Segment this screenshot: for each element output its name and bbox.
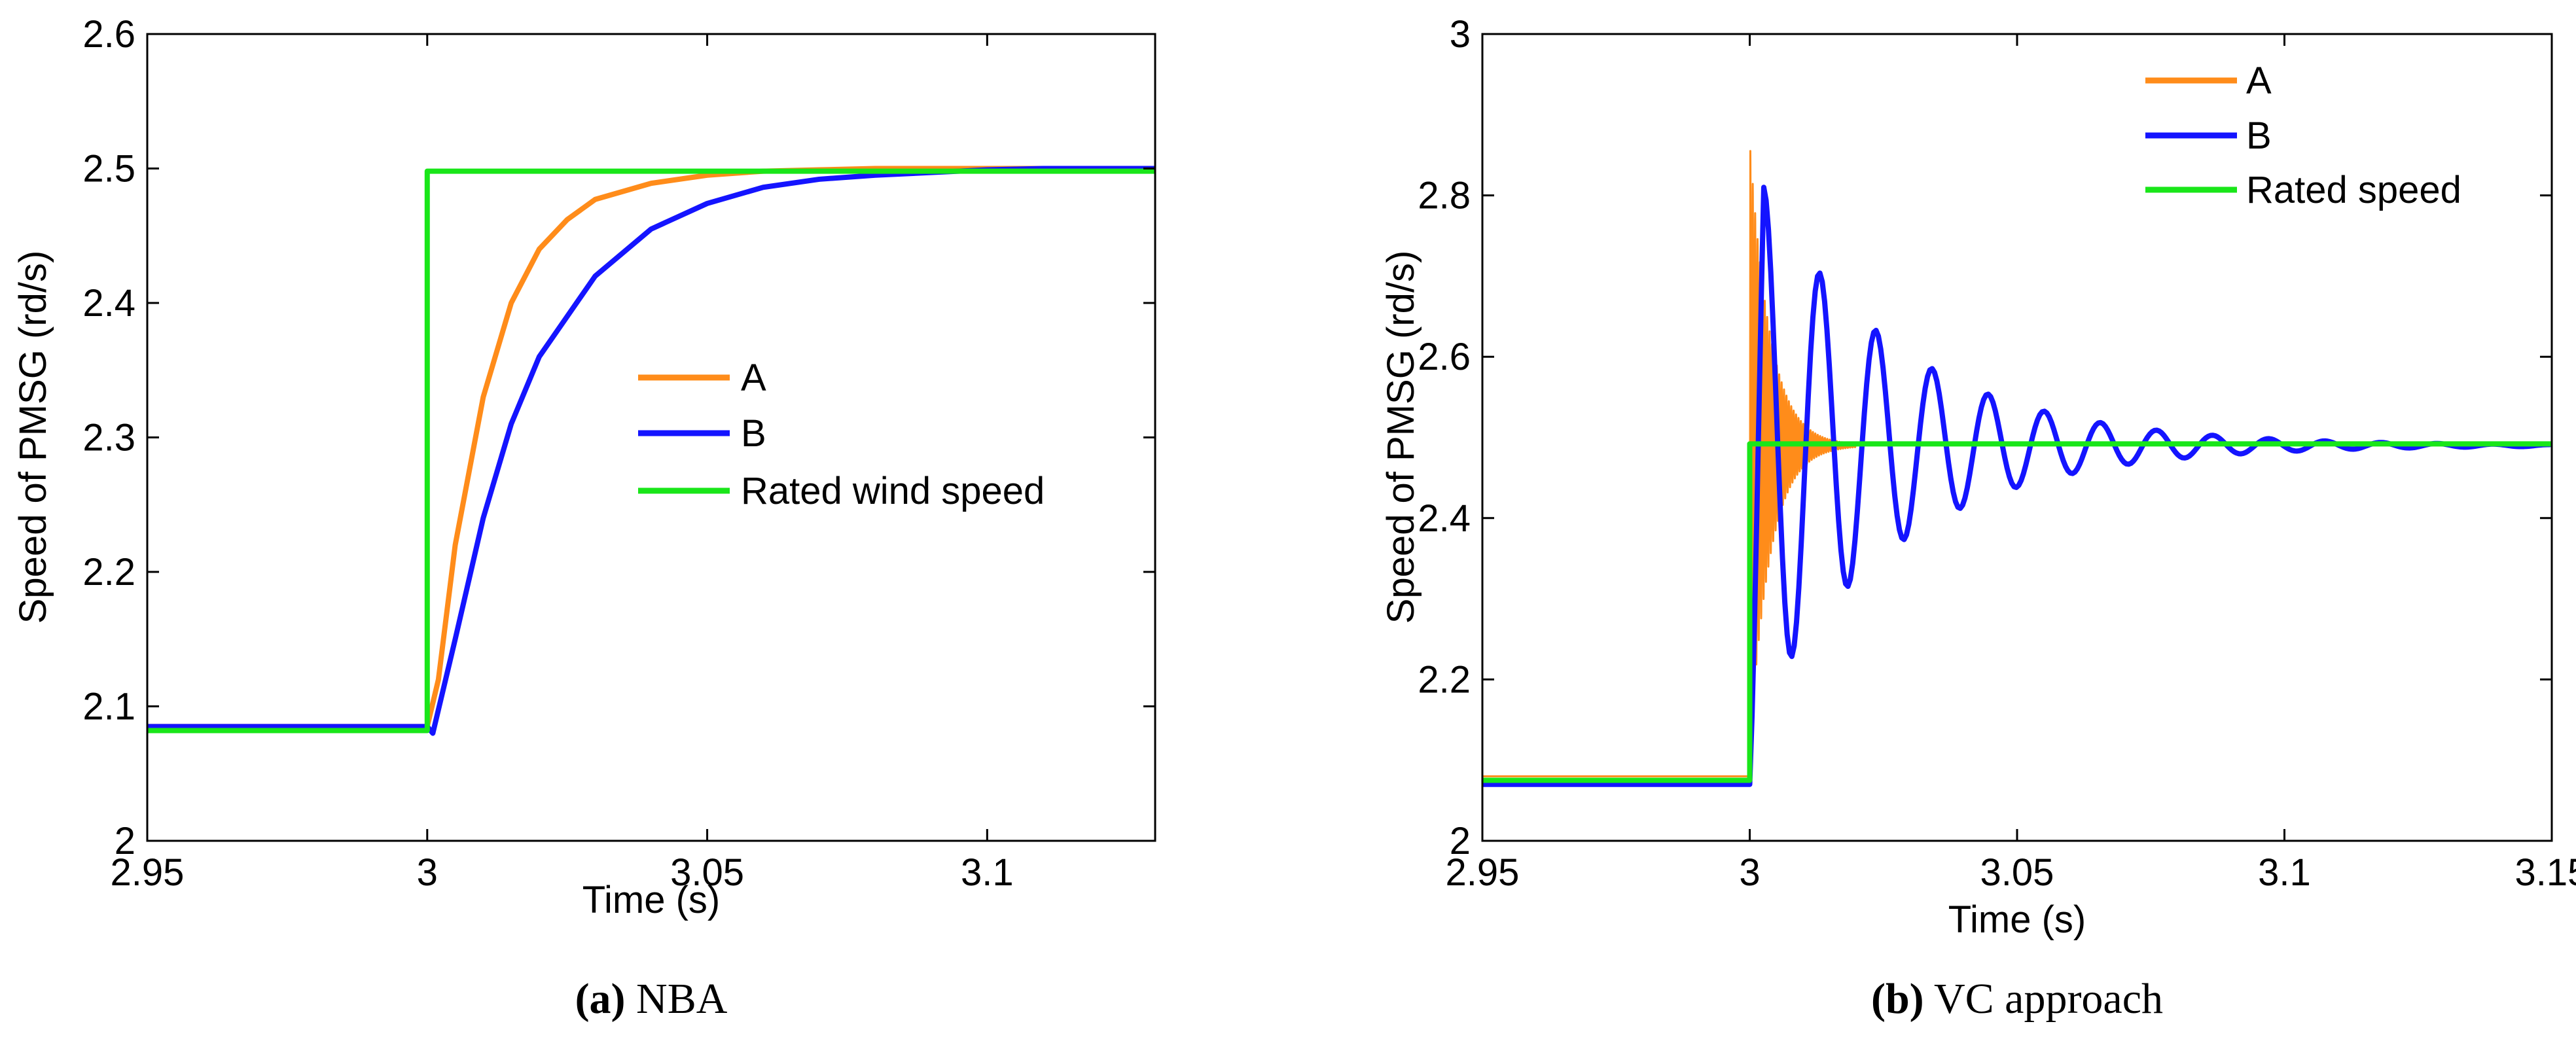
panel-a-ytick-label: 2.4 <box>82 282 135 325</box>
panel-a-legend-label-rated: Rated wind speed <box>741 470 1045 512</box>
panel-a-ytick-label: 2.5 <box>82 148 135 190</box>
panel-a: 2.95 3 3.05 3.1 2 2.1 2.2 2.3 2.4 2.5 2.6 Time (s)… <box>12 13 1156 1023</box>
panel-a-series-line-a <box>147 166 1155 730</box>
panel-a-ytick-label: 2 <box>115 820 135 862</box>
panel-a-caption-label: (a) <box>575 975 626 1023</box>
panel-b-xlabel: Time (s) <box>1948 898 2086 941</box>
panel-a-ytick-label: 2.6 <box>82 13 135 56</box>
panel-b-ytick-label: 2.4 <box>1418 497 1471 540</box>
panel-a-ytick-label: 2.3 <box>82 417 135 459</box>
panel-a-legend: A B Rated wind speed <box>638 357 1045 512</box>
svg-text:(a) NBA: (a) NBA <box>575 975 728 1023</box>
panel-b-ytick-label: 2.2 <box>1418 658 1471 701</box>
panel-a-ytick-label: 2.2 <box>82 551 135 593</box>
panel-b-xtick-label: 3.15 <box>2515 851 2576 894</box>
panel-a-ticks: 2.95 3 3.05 3.1 2 2.1 2.2 2.3 2.4 2.5 2.6 <box>82 13 1155 894</box>
panel-b-caption-label: (b) <box>1871 975 1924 1023</box>
panel-b-ytick-label: 2.6 <box>1418 336 1471 378</box>
panel-b-caption-text: VC approach <box>1934 975 2163 1023</box>
svg-text:(b) VC approach: (b) VC approach <box>1871 975 2163 1023</box>
panel-a-caption-text: NBA <box>636 975 728 1023</box>
panel-a-lines <box>147 166 1155 736</box>
panel-b-xtick-label: 3.05 <box>1980 851 2054 894</box>
panel-b-xtick-label: 3.1 <box>2258 851 2311 894</box>
panel-b-ytick-label: 2.8 <box>1418 175 1471 217</box>
panel-b-series-line-b <box>1482 185 2552 787</box>
panel-a-legend-label-a: A <box>741 357 766 399</box>
panel-b-series-line-a <box>1482 150 2552 777</box>
panel-a-xtick-label: 2.95 <box>111 851 185 894</box>
panel-a-plot-frame <box>146 33 1156 842</box>
panel-b-legend-label-b: B <box>2246 115 2272 157</box>
panel-b-lines <box>1482 150 2552 787</box>
panel-a-caption: (a) NBA <box>575 975 728 1023</box>
panel-a-legend-label-b: B <box>741 412 766 455</box>
panel-a-ylabel: Speed of PMSG (rd/s) <box>12 251 54 624</box>
panel-b-legend-label-a: A <box>2246 60 2272 102</box>
panel-a-xtick-label: 3 <box>417 851 438 894</box>
panel-b-plot-frame <box>1481 33 2553 842</box>
panel-b-xtick-label: 2.95 <box>1446 851 1520 894</box>
panel-b-legend-label-rated: Rated speed <box>2246 169 2461 211</box>
panel-b-xtick-label: 3 <box>1739 851 1760 894</box>
panel-b-legend: A B Rated speed <box>2145 60 2461 211</box>
panel-a-series-line-rated <box>147 168 1155 734</box>
panel-b-ytick-label: 3 <box>1450 13 1471 56</box>
panel-a-xlabel: Time (s) <box>582 879 720 921</box>
panel-a-series-line-b <box>147 166 1155 736</box>
panel-b-caption: (b) VC approach <box>1871 975 2163 1023</box>
panel-b-series-line-rated <box>1482 441 2552 783</box>
panel-b-ylabel: Speed of PMSG (rd/s) <box>1380 251 1422 624</box>
panel-b-ticks: 2.95 3 3.05 3.1 3.15 2 2.2 2.4 2.6 2.8 3 <box>1418 13 2576 894</box>
panel-b-ytick-label: 2 <box>1450 820 1471 862</box>
panel-a-ytick-label: 2.1 <box>82 686 135 728</box>
panel-a-xtick-label: 3.05 <box>670 851 744 894</box>
panel-a-xtick-label: 3.1 <box>961 851 1014 894</box>
